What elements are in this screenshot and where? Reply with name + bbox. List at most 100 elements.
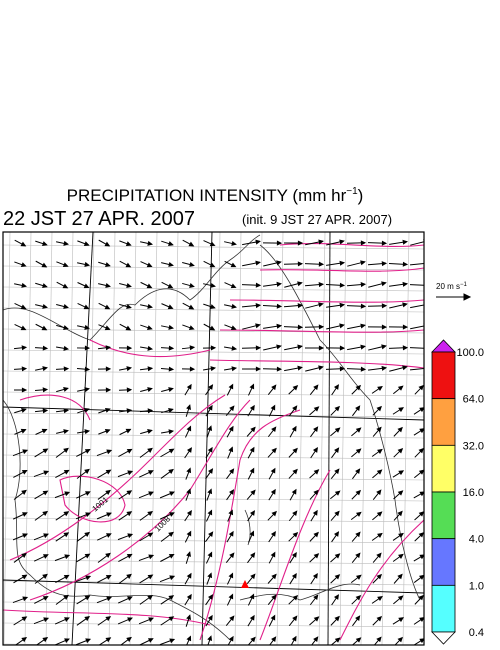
arrow-head: [42, 637, 49, 643]
arrow-head: [255, 303, 262, 309]
arrow-head: [42, 573, 48, 579]
arrow-head: [313, 616, 320, 622]
arrow-head: [418, 532, 424, 538]
arrow-head: [104, 325, 111, 331]
wind-arrow: [410, 325, 424, 330]
arrow-head: [106, 449, 113, 455]
arrow-head: [207, 425, 213, 432]
arrow-head: [249, 614, 255, 621]
arrow-head: [186, 425, 192, 432]
arrow-head: [189, 366, 196, 372]
arrow-head: [146, 283, 153, 289]
arrow-head: [402, 261, 409, 267]
arrow-head: [318, 365, 324, 371]
arrow-head: [249, 446, 255, 453]
arrow-head: [186, 614, 191, 620]
title: PRECIPITATION INTENSITY (mm hr−1): [67, 186, 364, 205]
arrow-head: [21, 366, 28, 372]
grid-line: [3, 622, 424, 628]
grid-line: [3, 349, 424, 355]
arrow-head: [106, 533, 112, 538]
arrow-head: [397, 595, 404, 601]
title-close: ): [358, 186, 364, 205]
arrow-head: [297, 365, 303, 371]
arrow-head: [148, 554, 155, 560]
arrow-head: [63, 469, 70, 475]
arrow-head: [21, 469, 28, 475]
arrow-head: [360, 282, 367, 288]
arrow-head: [271, 594, 277, 601]
colorbar-label: 100.0: [456, 347, 484, 359]
arrow-head: [42, 283, 48, 288]
grid-line: [318, 232, 326, 645]
colorbar-label: 1.0: [469, 580, 484, 592]
arrow-head: [105, 282, 111, 288]
arrow-head: [207, 572, 213, 579]
arrow-head: [169, 638, 176, 644]
map: 1001 1008: [3, 232, 424, 645]
arrow-head: [42, 345, 49, 351]
arrow-head: [318, 345, 325, 351]
station-marker: [241, 580, 249, 588]
arrow-head: [169, 491, 175, 497]
arrow-head: [84, 324, 90, 330]
grid-line: [3, 559, 424, 565]
arrow-head: [41, 262, 48, 268]
arrow-head: [230, 262, 237, 268]
arrow-head: [228, 509, 234, 516]
arrow-head: [419, 574, 424, 580]
arrow-head: [339, 366, 346, 372]
arrow-head: [186, 510, 192, 516]
arrow-head: [376, 405, 382, 412]
arrow-head: [250, 573, 256, 580]
arrow-head: [419, 491, 424, 497]
arrow-head: [292, 510, 298, 517]
arrow-head: [270, 488, 276, 495]
arrow-head: [105, 366, 112, 372]
arrow-head: [276, 260, 282, 266]
arrow-head: [125, 241, 132, 247]
arrow-head: [255, 260, 261, 266]
arrow-head: [127, 617, 133, 623]
arrow-head: [21, 489, 27, 495]
arrow-head: [84, 615, 91, 622]
arrow-head: [313, 553, 320, 559]
arrow-head: [186, 467, 192, 474]
arrow-head: [20, 262, 27, 268]
arrow-head: [168, 448, 175, 454]
arrow-head: [398, 407, 405, 413]
arrow-head: [186, 593, 192, 600]
arrow-head: [376, 489, 382, 496]
isobars: [3, 243, 424, 641]
grid-line: [3, 244, 424, 250]
grid-line: [3, 412, 424, 418]
arrow-head: [84, 429, 91, 435]
arrow-head: [63, 574, 70, 580]
arrow-head: [168, 553, 175, 559]
colorbar-label: 32.0: [463, 440, 484, 452]
colorbar-cap: [431, 339, 456, 353]
arrow-head: [22, 512, 28, 517]
arrow-head: [105, 616, 112, 622]
arrow-head: [318, 324, 325, 330]
grid-line: [24, 232, 32, 645]
arrow-head: [355, 637, 362, 643]
arrow-head: [381, 344, 387, 350]
arrow-head: [231, 303, 238, 309]
arrow-head: [397, 636, 403, 643]
arrow-head: [381, 324, 388, 330]
arrow-head: [333, 531, 340, 537]
arrow-head: [334, 510, 340, 517]
arrow-head: [169, 512, 175, 517]
arrow-head: [126, 636, 132, 643]
arrow-head: [360, 303, 367, 309]
grid-line: [3, 286, 424, 292]
arrow-head: [292, 447, 298, 454]
arrow-head: [276, 323, 283, 329]
arrow-head: [360, 260, 366, 266]
arrow-head: [126, 573, 132, 579]
arrow-head: [423, 282, 424, 288]
arrow-head: [270, 404, 276, 411]
arrow-head: [106, 512, 112, 518]
arrow-head: [125, 262, 132, 268]
